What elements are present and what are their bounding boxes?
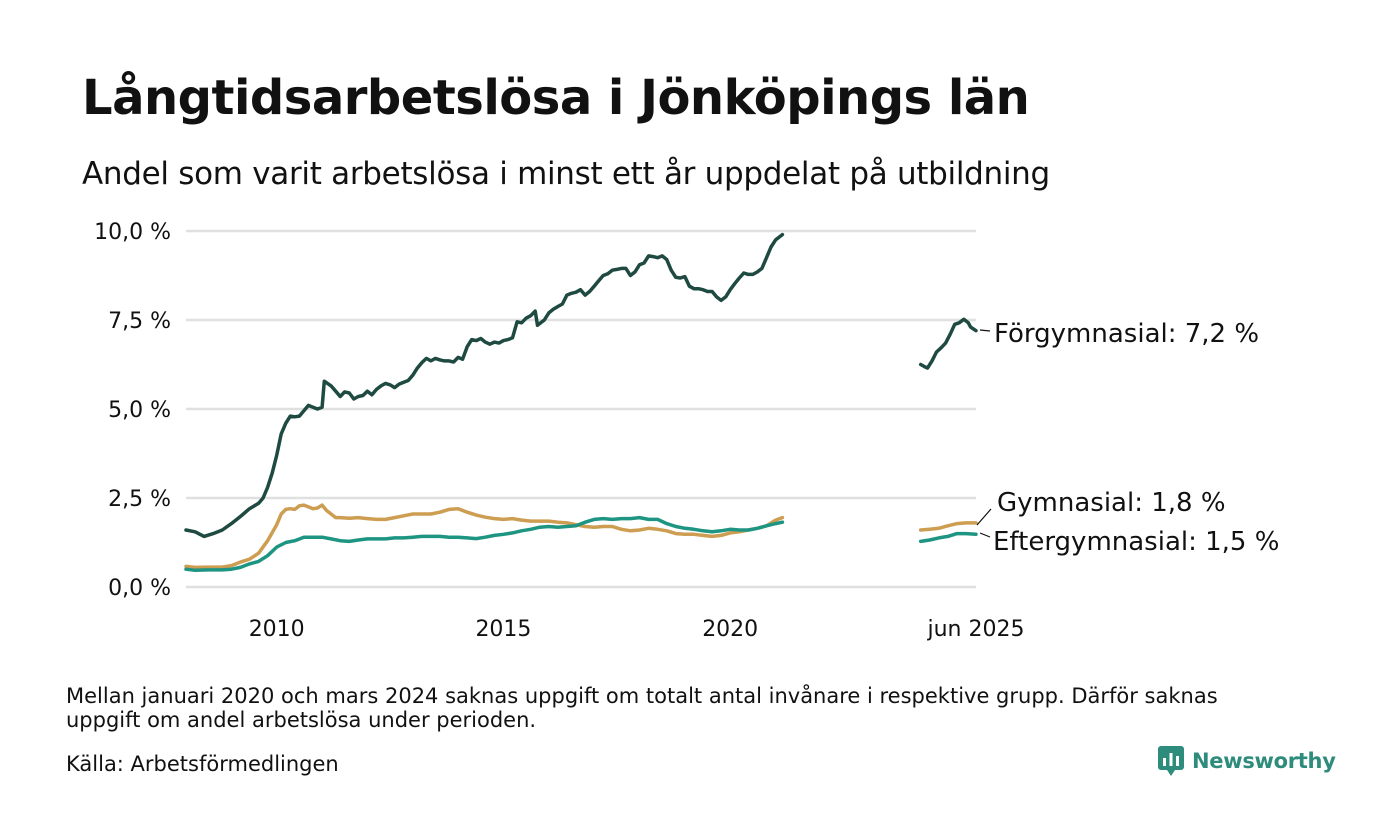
label-leader-line <box>976 508 992 526</box>
series-lines <box>184 232 978 573</box>
series-gymnasial <box>184 503 978 570</box>
x-tick-label: jun 2025 <box>927 617 1025 642</box>
series-line <box>918 317 978 370</box>
y-tick-label: 5,0 % <box>108 398 171 423</box>
series-label: Eftergymnasial: 1,5 % <box>993 527 1279 557</box>
y-tick-label: 0,0 % <box>108 576 171 601</box>
series-line <box>918 521 978 532</box>
series-förgymnasial <box>184 232 978 539</box>
y-axis-ticks: 10,0 % 7,5 % 5,0 % 2,5 % 0,0 % <box>94 220 171 601</box>
y-tick-label: 10,0 % <box>94 220 171 245</box>
series-label: Gymnasial: 1,8 % <box>997 488 1226 518</box>
label-leader-line <box>979 532 991 538</box>
label-leader-line <box>979 329 991 332</box>
chart-subtitle: Andel som varit arbetslösa i minst ett å… <box>82 156 1050 192</box>
x-tick-label: 2020 <box>702 617 758 642</box>
footnote: Mellan januari 2020 och mars 2024 saknas… <box>66 684 1218 732</box>
x-axis-ticks: 2010 2015 2020 jun 2025 <box>249 617 1025 642</box>
brand-logo: Newsworthy <box>1158 746 1336 776</box>
series-labels: Förgymnasial: 7,2 % Gymnasial: 1,8 % Efter… <box>976 319 1279 557</box>
y-tick-label: 7,5 % <box>108 309 171 334</box>
brand-name: Newsworthy <box>1192 749 1336 773</box>
chart-title: Långtidsarbetslösa i Jönköpings län <box>82 70 1030 126</box>
series-line <box>184 232 785 539</box>
series-line <box>184 503 785 570</box>
series-line <box>184 515 785 573</box>
newsworthy-logo-icon <box>1158 746 1184 776</box>
source-credit: Källa: Arbetsförmedlingen <box>66 752 339 776</box>
x-tick-label: 2010 <box>249 617 305 642</box>
gridlines <box>186 229 976 589</box>
series-eftergymnasial <box>184 515 978 573</box>
series-line <box>918 531 978 544</box>
x-tick-label: 2015 <box>475 617 531 642</box>
y-tick-label: 2,5 % <box>108 487 171 512</box>
series-label: Förgymnasial: 7,2 % <box>994 319 1259 349</box>
